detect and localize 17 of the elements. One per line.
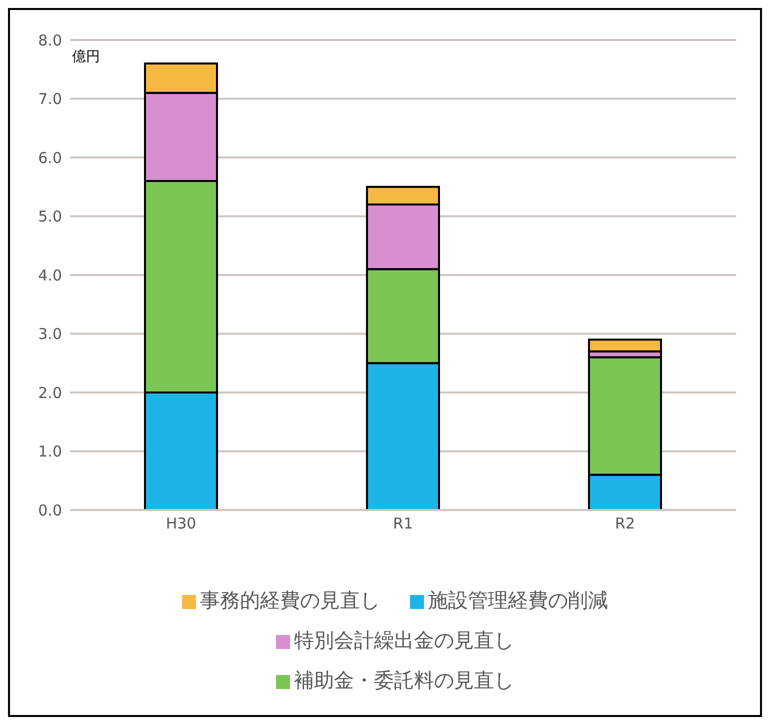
y-tick-label: 8.0 [38, 31, 62, 50]
y-tick-label: 7.0 [38, 90, 62, 108]
legend-label: 事務的経費の見直し [200, 588, 380, 612]
y-axis-title: 億円 [72, 48, 100, 66]
y-tick-label: 6.0 [38, 148, 62, 167]
x-tick-label: R2 [615, 514, 635, 533]
legend-label: 施設管理経費の削減 [428, 588, 608, 612]
y-tick-label: 1.0 [38, 442, 62, 461]
y-tick-label: 2.0 [38, 384, 62, 402]
x-tick-label: H30 [166, 514, 196, 533]
legend-label: 補助金・委託料の見直し [294, 668, 514, 692]
legend-label: 特別会計繰出金の見直し [294, 628, 514, 652]
y-tick-label: 5.0 [38, 208, 62, 226]
y-tick-label: 4.0 [38, 266, 62, 284]
y-tick-label: 3.0 [38, 325, 62, 344]
y-tick-label: 0.0 [38, 501, 62, 520]
x-tick-label: R1 [393, 514, 413, 533]
